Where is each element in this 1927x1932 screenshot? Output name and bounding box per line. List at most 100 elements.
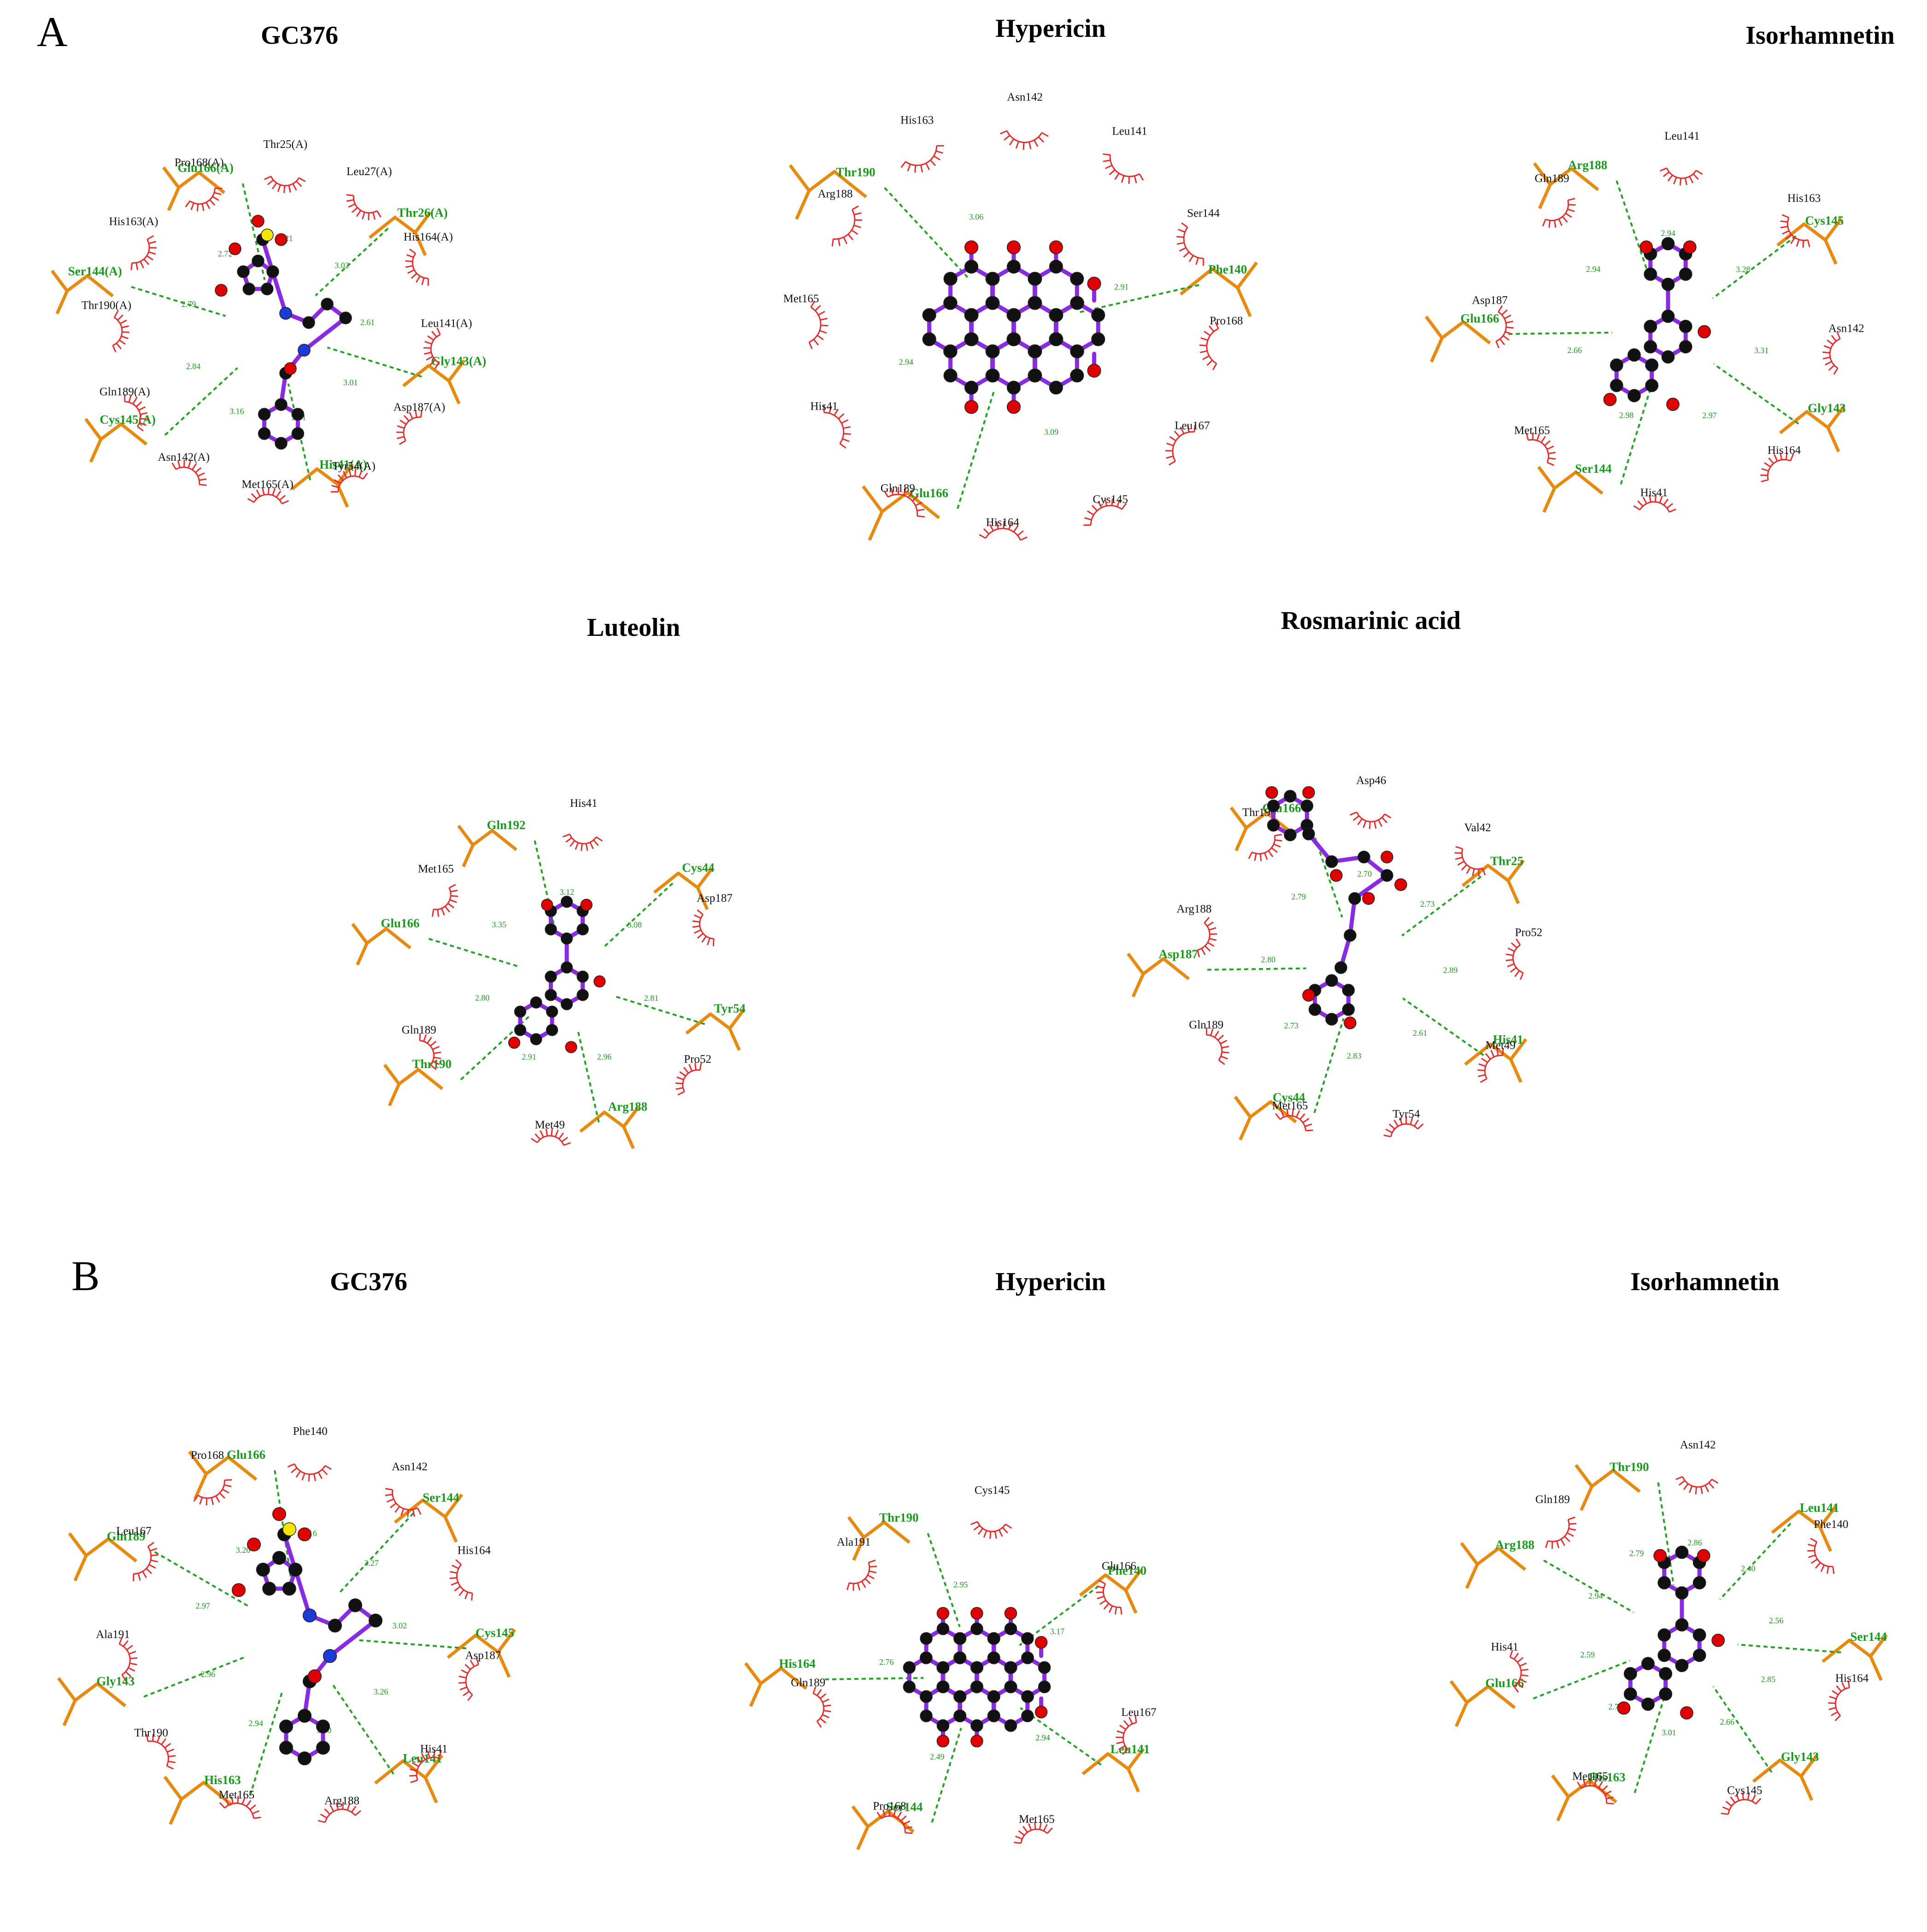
- hydrophobic-contact-arc: [1545, 1516, 1577, 1549]
- hydrophobic-contact-arc: [1083, 498, 1127, 526]
- hydrophobic-residue-label: Met165: [218, 1789, 254, 1801]
- hbond-distance-label: 2.49: [930, 1752, 945, 1761]
- oxygen-atom: [541, 898, 553, 911]
- carbon-atom: [1661, 310, 1675, 323]
- carbon-atom: [1692, 1649, 1706, 1662]
- hydrophobic-residue-label: Tyr54: [1392, 1108, 1420, 1120]
- hydrogen-bond: [1712, 235, 1797, 299]
- carbon-atom: [302, 316, 315, 329]
- hbond-residue-label: Arg188: [1495, 1538, 1534, 1552]
- carbon-atom: [258, 427, 271, 440]
- carbon-atom: [316, 1741, 330, 1755]
- carbon-atom: [1325, 974, 1338, 987]
- carbon-atom: [1300, 799, 1314, 812]
- hydrophobic-residue-label: Leu27(A): [347, 165, 392, 178]
- oxygen-atom: [1666, 398, 1680, 411]
- hydrogen-bond: [1533, 1660, 1630, 1700]
- carbon-atom: [1091, 332, 1105, 346]
- hbond-distance-label: 2.95: [953, 1580, 968, 1589]
- carbon-atom: [1004, 1680, 1017, 1693]
- hbond-distance-label: 2.97: [1702, 411, 1717, 420]
- oxygen-atom: [1394, 878, 1407, 891]
- hydrophobic-residue-label: Met165: [1572, 1770, 1608, 1783]
- oxygen-atom: [1697, 1549, 1710, 1562]
- oxygen-atom: [1362, 892, 1375, 905]
- hydrogen-bond: [1543, 1559, 1634, 1614]
- hydrophobic-residue-label: Met49: [535, 1119, 565, 1131]
- carbon-atom: [1091, 308, 1105, 322]
- hydrophobic-residue-label: Met49: [1486, 1039, 1516, 1052]
- carbon-atom: [903, 1680, 916, 1693]
- hydrophobic-contact-arc: [1197, 916, 1217, 957]
- oxygen-atom: [1004, 1607, 1017, 1620]
- oxygen-atom: [252, 215, 264, 228]
- carbon-atom: [1004, 1622, 1017, 1635]
- hydrogen-bond: [154, 1551, 250, 1608]
- residue-side-chain: [847, 1516, 911, 1561]
- residue-side-chain: [68, 1532, 137, 1582]
- carbon-atom: [987, 1709, 1000, 1722]
- bond: [302, 316, 348, 352]
- carbon-atom: [545, 970, 557, 983]
- carbon-atom: [953, 1690, 967, 1703]
- hydrogen-bond: [460, 1015, 530, 1081]
- ligand-structure: [903, 1607, 1051, 1748]
- oxygen-atom: [1034, 1705, 1048, 1719]
- hbond-residue-label: Arg188: [608, 1100, 647, 1114]
- hydrogen-bond: [927, 1533, 961, 1627]
- residue-side-chain: [446, 1628, 516, 1678]
- carbon-atom: [256, 1562, 270, 1577]
- hydrophobic-contact-arc: [1275, 1108, 1313, 1132]
- hydrophobic-contact-arc: [219, 1796, 261, 1819]
- hydrophobic-contact-arc: [287, 1463, 332, 1482]
- hydrogen-bond: [931, 1727, 962, 1823]
- carbon-atom: [1325, 1013, 1338, 1026]
- hydrophobic-residue-label: Leu167: [1121, 1706, 1156, 1719]
- hbond-residue-label: Leu141: [1110, 1742, 1150, 1756]
- hydrophobic-residue-label: His164: [986, 516, 1020, 529]
- hbond-distance-label: 2.73: [1284, 1021, 1298, 1030]
- hydrophobic-residue-label: Met165: [1514, 424, 1550, 437]
- hbond-distance-label: 2.96: [597, 1052, 612, 1062]
- residue-side-chain: [162, 166, 226, 211]
- residue-side-chain: [188, 1450, 258, 1500]
- carbon-atom: [1005, 1661, 1017, 1674]
- oxygen-atom: [1087, 364, 1101, 378]
- hydrophobic-residue-label: Phe140: [293, 1425, 328, 1438]
- hydrogen-bond: [1719, 1522, 1792, 1600]
- hydrogen-bond: [615, 995, 705, 1025]
- carbon-atom: [321, 298, 334, 311]
- carbon-atom: [1021, 1651, 1034, 1664]
- hydrophobic-residue-label: His41: [1640, 487, 1668, 499]
- carbon-atom: [970, 1719, 983, 1732]
- hbond-distance-label: 2.76: [879, 1657, 894, 1667]
- residue-side-chain: [862, 485, 940, 541]
- hydrogen-bond: [1737, 1644, 1841, 1654]
- carbon-atom: [1004, 1719, 1017, 1732]
- carbon-atom: [1334, 961, 1347, 974]
- carbon-atom: [1675, 1545, 1689, 1559]
- oxygen-atom: [964, 400, 979, 414]
- hbond-distance-label: 2.96: [201, 1669, 216, 1679]
- carbon-atom: [920, 1632, 933, 1645]
- hbond-residue-label: Gly143: [1781, 1750, 1819, 1763]
- oxygen-atom: [1680, 1706, 1693, 1720]
- hydrogen-bond: [358, 1639, 467, 1650]
- hydrophobic-residue-label: Gln189: [1535, 1493, 1570, 1506]
- hbond-distance-label: 3.20: [236, 1545, 251, 1555]
- carbon-atom: [1284, 790, 1297, 803]
- hydrophobic-contact-arc: [385, 1488, 422, 1517]
- hydrophobic-residue-label: His164: [1835, 1672, 1869, 1685]
- carbon-atom: [576, 970, 589, 983]
- hbond-distance-label: 2.94: [249, 1719, 264, 1728]
- hbond-distance-label: 2.56: [1769, 1616, 1784, 1625]
- hydrophobic-residue-label: His41: [420, 1743, 448, 1755]
- oxygen-atom: [1302, 786, 1315, 799]
- hbond-residue-label: Ser144: [423, 1491, 459, 1504]
- hydrogen-bond: [1633, 1693, 1667, 1793]
- residue-side-chain: [1821, 1634, 1888, 1681]
- residue-side-chain: [744, 1662, 808, 1707]
- carbon-atom: [1038, 1661, 1051, 1674]
- hydrophobic-contact-arc: [883, 487, 925, 518]
- carbon-atom: [1070, 368, 1084, 383]
